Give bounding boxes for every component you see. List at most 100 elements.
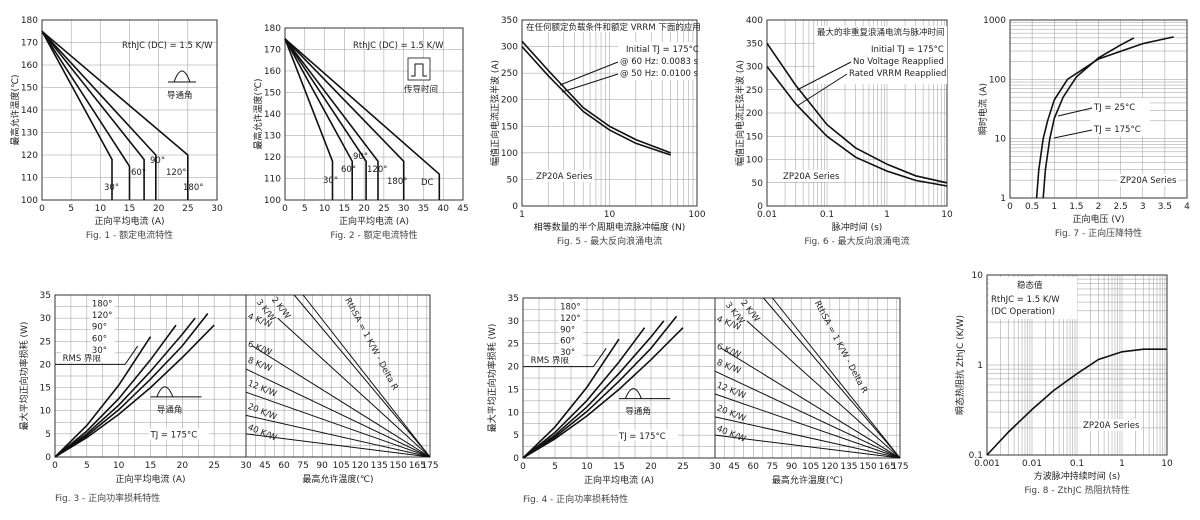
fig3-series-line <box>54 336 152 458</box>
fig1-y-tick: 140 <box>21 106 38 116</box>
fig4-x-tick: 5 <box>552 462 558 472</box>
fig6-series-line <box>766 42 948 184</box>
fig5-series-bg <box>534 170 594 182</box>
fig3-rth-label: 20 K/W <box>246 402 278 423</box>
fig5-legend-60hz: @ 60 Hz: 0.0083 s <box>620 57 699 67</box>
fig6-x-tick: 0.1 <box>820 210 834 220</box>
fig7-x-tick: 0.5 <box>1025 202 1039 212</box>
fig5-initial-tj: Initial TJ = 175°C <box>626 45 699 55</box>
fig6-leader-2 <box>796 73 848 107</box>
fig1-curve-label: 60° <box>131 168 146 178</box>
fig4-rth-line <box>746 320 901 459</box>
fig6-y-tick: 150 <box>746 132 763 142</box>
fig3-tj-bg <box>149 428 210 440</box>
fig5-legend-50hz: @ 50 Hz: 0.0100 s <box>620 69 699 79</box>
fig3-rth-label: 40 K/W <box>246 423 278 444</box>
fig8-x-tick: 0.1 <box>1070 459 1084 469</box>
fig3-curve-label-bg <box>90 333 115 344</box>
fig2-plot: 0 5 10 15 20 25 30 35 40 45 100 110 120 130 140 150 160 1… <box>252 24 469 241</box>
fig5-ylabel: 幅值正向电流正弦半波 (A) <box>489 60 501 166</box>
fig6-y-tick: 0 <box>757 202 763 212</box>
fig1-conduction-label: 导通角 <box>167 90 193 101</box>
fig2-pulse-icon <box>411 63 427 77</box>
fig5-note-bg <box>524 22 674 32</box>
fig4-curve-label-bg <box>558 312 583 323</box>
fig1-y-tick: 150 <box>21 84 38 94</box>
fig8-caption: Fig. 8 - ZthJC 热阻抗特性 <box>1024 484 1129 496</box>
fig4-rth-line <box>772 297 901 459</box>
fig3-x-tick: 0 <box>52 461 58 471</box>
fig2-series-line <box>284 38 405 200</box>
fig2-y-tick: 180 <box>264 24 281 34</box>
fig4-y-tick: 0 <box>513 454 519 464</box>
fig3-y-tick: 0 <box>45 453 51 463</box>
fig4-conduction-icon <box>624 388 642 399</box>
fig4-x-tick: 20 <box>645 462 657 472</box>
fig3-rth-line <box>245 414 431 458</box>
fig5-caption: Fig. 5 - 最大反向浪涌电流 <box>557 235 662 247</box>
fig6-y-tick: 200 <box>746 109 763 119</box>
fig2-y-tick: 110 <box>264 175 281 185</box>
fig4-conduction-label: 导通角 <box>625 406 651 417</box>
fig2-ylabel: 最高允许温度(℃) <box>252 78 264 149</box>
fig2-y-tick: 100 <box>264 196 281 206</box>
fig8-y-tick: 0.1 <box>969 451 983 461</box>
fig3-curve-label: 180° <box>92 300 112 310</box>
fig2-y-tick: 130 <box>264 132 281 142</box>
fig1-x-tick: 20 <box>153 204 165 214</box>
fig3-temp-tick: 120 <box>352 461 369 471</box>
fig5-series-line <box>521 46 671 156</box>
fig4-temp-tick: 75 <box>767 462 778 472</box>
fig8-dc-note: (DC Operation) <box>991 307 1055 317</box>
fig1-curve-label: 120° <box>166 168 186 178</box>
fig2-curve-label: 60° <box>341 165 356 175</box>
fig7-y-tick: 1000 <box>983 16 1006 26</box>
fig3-xlabel-right: 最高允许温度(℃) <box>302 473 373 485</box>
fig1-caption: Fig. 1 - 额定电流特性 <box>86 229 173 241</box>
fig2-x-tick: 40 <box>437 204 449 214</box>
fig4-curve-label-bg <box>558 347 583 358</box>
fig2-caption: Fig. 2 - 额定电流特性 <box>330 229 417 241</box>
fig2-y-tick: 170 <box>264 46 281 56</box>
fig4-x-tick: 15 <box>613 462 624 472</box>
fig5-y-tick: 350 <box>501 16 518 26</box>
fig4-x-tick: 10 <box>581 462 593 472</box>
fig7-series-line <box>1042 37 1135 199</box>
fig4-rth-line <box>714 416 901 459</box>
fig4-y-tick: 15 <box>508 385 519 395</box>
fig3-rth-line <box>252 345 431 458</box>
fig4-series-line <box>522 320 665 459</box>
fig6-x-tick: 10 <box>941 210 953 220</box>
fig4-curve-label: 120° <box>560 314 580 324</box>
fig5-x-tick: 100 <box>688 210 705 220</box>
fig5-y-tick: 100 <box>501 149 518 159</box>
fig4-curve-label: 90° <box>560 325 575 335</box>
fig4-y-tick: 5 <box>513 431 519 441</box>
fig4-curve-label-bg <box>558 335 583 346</box>
fig6-legend-novoltage: No Voltage Reapplied <box>853 57 944 67</box>
fig3-conduction-icon <box>156 386 174 398</box>
fig8-series-bg <box>1081 419 1141 431</box>
fig7-x-tick: 2 <box>1096 202 1102 212</box>
fig1-y-tick: 110 <box>21 174 38 184</box>
fig7-series-line <box>1035 36 1174 199</box>
fig1-y-tick: 100 <box>21 196 38 206</box>
fig3-temp-tick: 75 <box>297 461 308 471</box>
fig4-temp-tick: 175 <box>891 462 908 472</box>
fig1-curve-label: 90° <box>150 156 165 166</box>
fig7-y-tick: 10 <box>995 135 1007 145</box>
fig3-rth-line <box>293 294 431 458</box>
fig7-series-name: ZP20A Series <box>1120 176 1177 186</box>
fig3-rth-line <box>245 391 431 458</box>
fig2-x-tick: 25 <box>378 204 389 214</box>
fig1-rth-note: RthJC (DC) = 1.5 K/W <box>122 41 213 51</box>
fig1-y-tick: 130 <box>21 129 38 139</box>
fig8-x-tick: 1 <box>1119 459 1125 469</box>
fig5-plot: 1 10 100 0 50 100 150 200 250 300 350 相等数量的半个周期电流脉冲… <box>489 16 706 247</box>
fig2-series-line <box>284 38 367 200</box>
fig2-x-tick: 45 <box>457 204 468 214</box>
fig3-y-tick: 25 <box>40 337 51 347</box>
fig7-leader-2 <box>1053 129 1093 139</box>
fig8-x-tick: 0.01 <box>1022 459 1042 469</box>
